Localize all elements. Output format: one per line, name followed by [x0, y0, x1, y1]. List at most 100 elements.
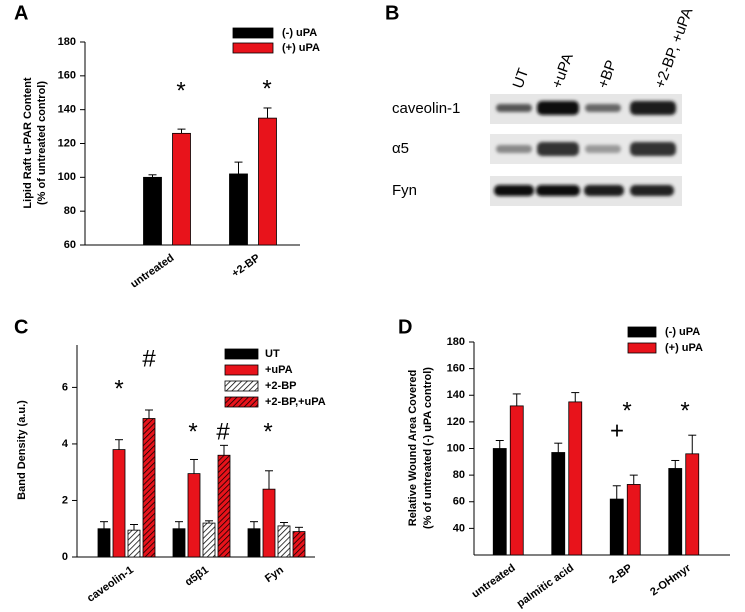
- y-tick-label: 160: [58, 70, 76, 82]
- y-tick-label: 180: [447, 336, 465, 348]
- legend-swatch: [232, 42, 274, 54]
- y-tick-label: 100: [447, 442, 465, 454]
- bar: [187, 473, 201, 558]
- annotation: *: [114, 375, 123, 402]
- bar: [668, 468, 683, 556]
- bar: [143, 176, 162, 246]
- legend-label: +2-BP: [265, 380, 297, 392]
- bar: [262, 488, 276, 558]
- chart: A 60 80 100 120 140 160 180 Lipid Raft u-PAR Con…: [14, 2, 320, 290]
- x-tick-label: α5β1: [183, 564, 211, 589]
- annotation: *: [622, 397, 631, 424]
- x-tick-label: 2-BP: [607, 562, 634, 586]
- y-tick-label: 60: [64, 239, 76, 251]
- bands: [494, 101, 676, 196]
- bar: [509, 405, 524, 556]
- bar: [172, 132, 191, 246]
- legend-swatch: [224, 364, 259, 376]
- y-axis-label: (% of untreated (-) uPA control): [422, 367, 434, 529]
- y-tick-label: 60: [453, 496, 465, 508]
- legend-label: UT: [265, 348, 280, 360]
- bar: [492, 448, 507, 556]
- legend-label: +uPA: [265, 364, 293, 376]
- y-axis-label: Band Density (a.u.): [16, 400, 28, 500]
- x-tick-label: 2-OHmyr: [648, 562, 694, 599]
- annotation: +: [610, 417, 624, 444]
- legend-swatch: [627, 342, 657, 354]
- legend-label: (-) uPA: [282, 27, 317, 39]
- y-tick-label: 120: [58, 137, 76, 149]
- x-tick-label: caveolin-1: [85, 564, 136, 605]
- bar: [258, 117, 277, 246]
- y-tick-label: 80: [64, 205, 76, 217]
- y-tick-label: 2: [62, 494, 68, 506]
- panel-letter: C: [14, 316, 28, 338]
- legend-swatch: [232, 27, 274, 39]
- x-tick-label: untreated: [470, 562, 518, 601]
- panel-letter: B: [385, 2, 399, 24]
- y-tick-label: 140: [58, 104, 76, 116]
- annotation: #: [142, 345, 156, 372]
- y-axis-label: Relative Wound Area Covered: [407, 370, 419, 527]
- y-tick-label: 180: [58, 36, 76, 48]
- chart: D 40 60 80 100 120 140 160 180 Relative Wound Are…: [398, 316, 730, 610]
- bar: [685, 453, 700, 556]
- row-label: caveolin-1: [392, 100, 460, 117]
- legend-label: (+) uPA: [282, 42, 320, 54]
- panel-letter: D: [398, 316, 412, 338]
- x-tick-label: untreated: [128, 252, 176, 291]
- row-label: Fyn: [392, 182, 417, 199]
- y-tick-label: 120: [447, 416, 465, 428]
- annotation: #: [216, 418, 230, 445]
- legend-label: (+) uPA: [665, 342, 703, 354]
- y-tick-label: 4: [62, 438, 69, 450]
- bar: [217, 454, 231, 558]
- bar: [97, 528, 111, 558]
- y-tick-label: 80: [453, 469, 465, 481]
- y-tick-label: 40: [453, 522, 465, 534]
- lane-label: +2-BP, +uPA: [652, 5, 697, 90]
- legend-swatch: [627, 326, 657, 338]
- legend-label: +2-BP,+uPA: [265, 396, 326, 408]
- annotation: *: [263, 418, 272, 445]
- bar: [229, 173, 248, 246]
- legend-swatch: [224, 380, 259, 392]
- bar: [247, 528, 261, 558]
- bar: [277, 525, 291, 558]
- y-tick-label: 140: [447, 389, 465, 401]
- bar: [202, 522, 216, 558]
- chart: C 0 2 4 6 Band Density (a.u.) caveolin-1 α5β1 Fy…: [14, 316, 326, 604]
- blot: UT +uPA +BP +2-BP, +uPA caveolin-1 α5 Fy…: [392, 5, 696, 206]
- bar: [568, 401, 583, 556]
- annotation: *: [188, 418, 197, 445]
- legend-label: (-) uPA: [665, 326, 700, 338]
- y-tick-label: 6: [62, 381, 68, 393]
- legend-swatch: [224, 348, 259, 360]
- y-tick-label: 0: [62, 551, 68, 563]
- lane-label: +BP: [595, 58, 621, 91]
- x-tick-label: palmitic acid: [515, 562, 576, 610]
- annotation: *: [262, 75, 271, 102]
- bar: [551, 452, 566, 556]
- bar: [292, 531, 306, 558]
- annotation: *: [680, 397, 689, 424]
- y-tick-label: 160: [447, 363, 465, 375]
- y-axis-label: Lipid Raft u-PAR Content: [22, 77, 34, 208]
- bar: [172, 528, 186, 558]
- bar: [112, 449, 126, 558]
- x-tick-label: +2-BP: [230, 252, 263, 280]
- bar: [142, 418, 156, 558]
- bar: [609, 498, 624, 556]
- bar: [626, 484, 641, 556]
- lane-label: +uPA: [549, 51, 577, 91]
- x-tick-label: Fyn: [263, 564, 286, 585]
- y-tick-label: 100: [58, 171, 76, 183]
- row-label: α5: [392, 140, 409, 157]
- annotation: *: [176, 77, 185, 104]
- bar: [127, 529, 141, 558]
- legend-swatch: [224, 396, 259, 408]
- panel-letter: A: [14, 2, 28, 24]
- y-axis-label: (% of untreated control): [36, 81, 48, 205]
- lane-label: UT: [510, 66, 533, 91]
